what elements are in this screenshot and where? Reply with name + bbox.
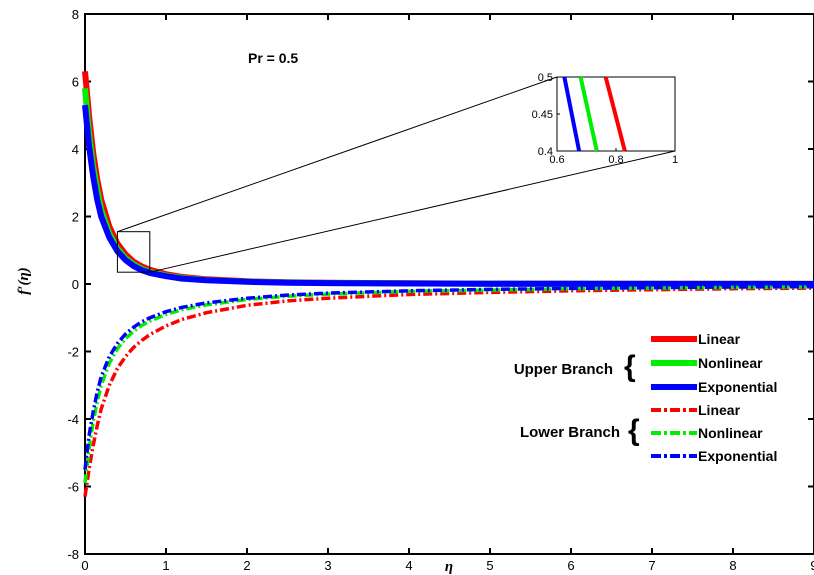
x-tick-label: 7 xyxy=(648,558,655,573)
inset-line-linear xyxy=(603,76,627,152)
y-tick-label: -4 xyxy=(67,412,79,427)
inset-y-tick-label: 0.45 xyxy=(532,109,553,121)
legend-brace-lower: { xyxy=(628,414,640,447)
pr-annotation: Pr = 0.5 xyxy=(248,50,298,66)
legend-label: Nonlinear xyxy=(698,355,763,371)
y-tick-label: -8 xyxy=(67,547,79,562)
legend-label: Nonlinear xyxy=(698,425,763,441)
y-tick-label: 4 xyxy=(72,142,79,157)
x-axis-label: η xyxy=(445,559,453,575)
inset-y-tick-label: 0.5 xyxy=(538,72,553,84)
zoom-region-box xyxy=(116,231,151,273)
inset-curves xyxy=(562,76,627,152)
axis-ticks: 0 1 2 3 4 5 6 7 8 9 -8 -6 -4 -2 0 2 4 6 8 xyxy=(67,7,814,573)
y-tick-label: 8 xyxy=(72,7,79,22)
legend-group-upper: Upper Branch xyxy=(514,361,613,378)
legend-label: Exponential xyxy=(698,448,777,464)
x-tick-label: 6 xyxy=(567,558,574,573)
legend-label: Linear xyxy=(698,402,741,418)
x-tick-label: 1 xyxy=(162,558,169,573)
x-tick-label: 8 xyxy=(729,558,736,573)
x-tick-label: 9 xyxy=(810,558,814,573)
x-tick-label: 2 xyxy=(243,558,250,573)
legend-label: Exponential xyxy=(698,379,777,395)
legend-label: Linear xyxy=(698,331,741,347)
series-line-lower-linear xyxy=(83,286,814,497)
inset-line-exponential xyxy=(562,76,582,152)
legend-group-lower: Lower Branch xyxy=(520,424,620,441)
y-tick-label: -2 xyxy=(67,345,79,360)
inset-y-tick-label: 0.4 xyxy=(538,146,553,158)
inset-x-tick-label: 0.8 xyxy=(608,154,623,166)
legend: Upper Branch { Lower Branch { Linear Nonl… xyxy=(514,331,778,464)
inset-ticks: 0.6 0.8 1 0.4 0.45 0.5 xyxy=(532,72,678,166)
x-tick-label: 3 xyxy=(324,558,331,573)
y-axis-label: f′(η) xyxy=(16,267,32,294)
zoom-connector-upper xyxy=(117,76,558,233)
legend-brace-upper: { xyxy=(624,350,636,383)
inset-x-tick-label: 0.6 xyxy=(549,154,564,166)
chart-curves xyxy=(82,71,814,497)
y-tick-label: 6 xyxy=(72,75,79,90)
x-tick-label: 5 xyxy=(486,558,493,573)
series-line-lower-exponential xyxy=(83,284,814,470)
series-line-upper-exponential xyxy=(82,104,814,287)
inset-x-tick-label: 1 xyxy=(672,154,678,166)
inset-plot: 0.6 0.8 1 0.4 0.45 0.5 xyxy=(532,72,678,166)
x-tick-label: 4 xyxy=(405,558,412,573)
zoom-connector-lower xyxy=(149,150,676,273)
x-tick-label: 0 xyxy=(81,558,88,573)
y-tick-label: -6 xyxy=(67,480,79,495)
y-tick-label: 0 xyxy=(72,277,79,292)
series-line-lower-nonlinear xyxy=(83,285,814,484)
inset-line-nonlinear xyxy=(578,76,599,152)
y-tick-label: 2 xyxy=(72,210,79,225)
